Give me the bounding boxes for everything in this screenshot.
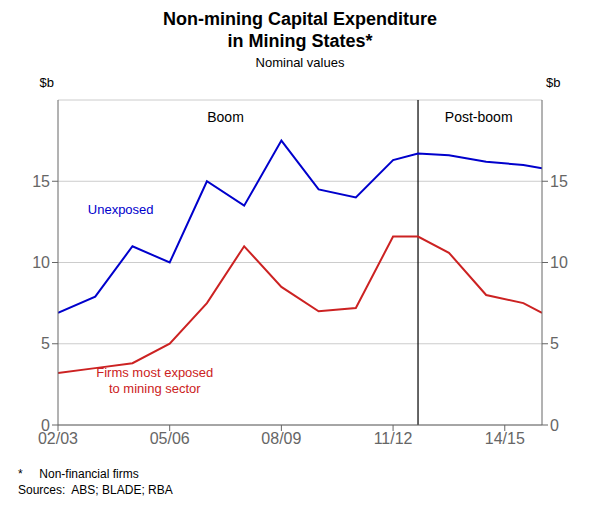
svg-text:11/12: 11/12 <box>374 430 413 447</box>
svg-text:Boom: Boom <box>207 109 244 125</box>
svg-text:15: 15 <box>550 173 568 190</box>
svg-text:08/09: 08/09 <box>261 430 301 447</box>
svg-text:10: 10 <box>550 254 568 271</box>
svg-text:05/06: 05/06 <box>150 430 190 447</box>
svg-text:5: 5 <box>550 335 559 352</box>
svg-text:15: 15 <box>32 173 50 190</box>
html-text:Nominal values: Nominal values <box>255 55 345 70</box>
svg-text:14/15: 14/15 <box>485 430 525 447</box>
html-text:Non-mining Capital Expenditure: Non-mining Capital Expenditure <box>163 9 437 29</box>
html-text:Sources: ABS; BLADE; RBA: Sources: ABS; BLADE; RBA <box>18 483 173 497</box>
html-text:* Non-financial firms: * Non-financial firms <box>18 467 139 481</box>
html-text:$b: $b <box>546 75 561 90</box>
html-text:$b: $b <box>39 75 54 90</box>
svg-text:5: 5 <box>41 335 50 352</box>
svg-text:Unexposed: Unexposed <box>88 202 154 217</box>
svg-text:Post-boom: Post-boom <box>445 109 513 125</box>
svg-text:0: 0 <box>41 417 50 434</box>
svg-text:10: 10 <box>32 254 50 271</box>
svg-text:02/03: 02/03 <box>38 430 78 448</box>
html-text:in Mining States*: in Mining States* <box>227 31 373 51</box>
svg-text:0: 0 <box>550 417 559 434</box>
svg-text:Firms most exposedto mining se: Firms most exposedto mining sector <box>96 365 213 396</box>
